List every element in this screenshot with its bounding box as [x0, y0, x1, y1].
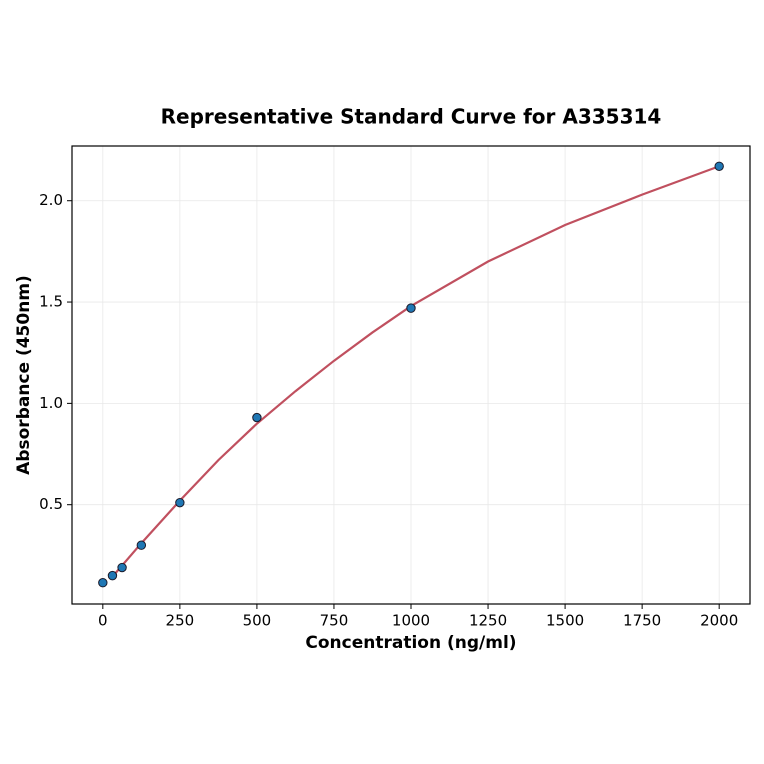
y-tick-label: 2.0 [39, 191, 63, 209]
data-point [714, 161, 724, 171]
fit-curve [111, 165, 720, 578]
data-point [107, 570, 118, 581]
y-tick-label: 1.5 [39, 293, 63, 311]
x-axis-label: Concentration (ng/ml) [305, 633, 516, 653]
y-tick-label: 1.0 [39, 394, 63, 412]
x-tick-label: 1000 [392, 612, 430, 630]
x-tick-label: 1250 [469, 612, 507, 630]
data-point [98, 578, 108, 588]
data-point [406, 303, 416, 313]
data-point [117, 562, 127, 573]
data-point [252, 412, 262, 423]
chart-title: Representative Standard Curve for A33531… [161, 105, 662, 129]
x-tick-label: 250 [166, 612, 195, 630]
x-tick-label: 750 [320, 612, 349, 630]
data-point [175, 497, 185, 508]
x-tick-label: 2000 [700, 612, 738, 630]
x-tick-label: 1750 [623, 612, 661, 630]
y-axis-label: Absorbance (450nm) [14, 275, 34, 475]
x-tick-label: 0 [98, 612, 108, 630]
plot-frame [71, 145, 751, 605]
x-tick-label: 1500 [546, 612, 584, 630]
y-tick-label: 0.5 [39, 495, 63, 513]
data-point [136, 540, 147, 550]
x-tick-label: 500 [243, 612, 272, 630]
